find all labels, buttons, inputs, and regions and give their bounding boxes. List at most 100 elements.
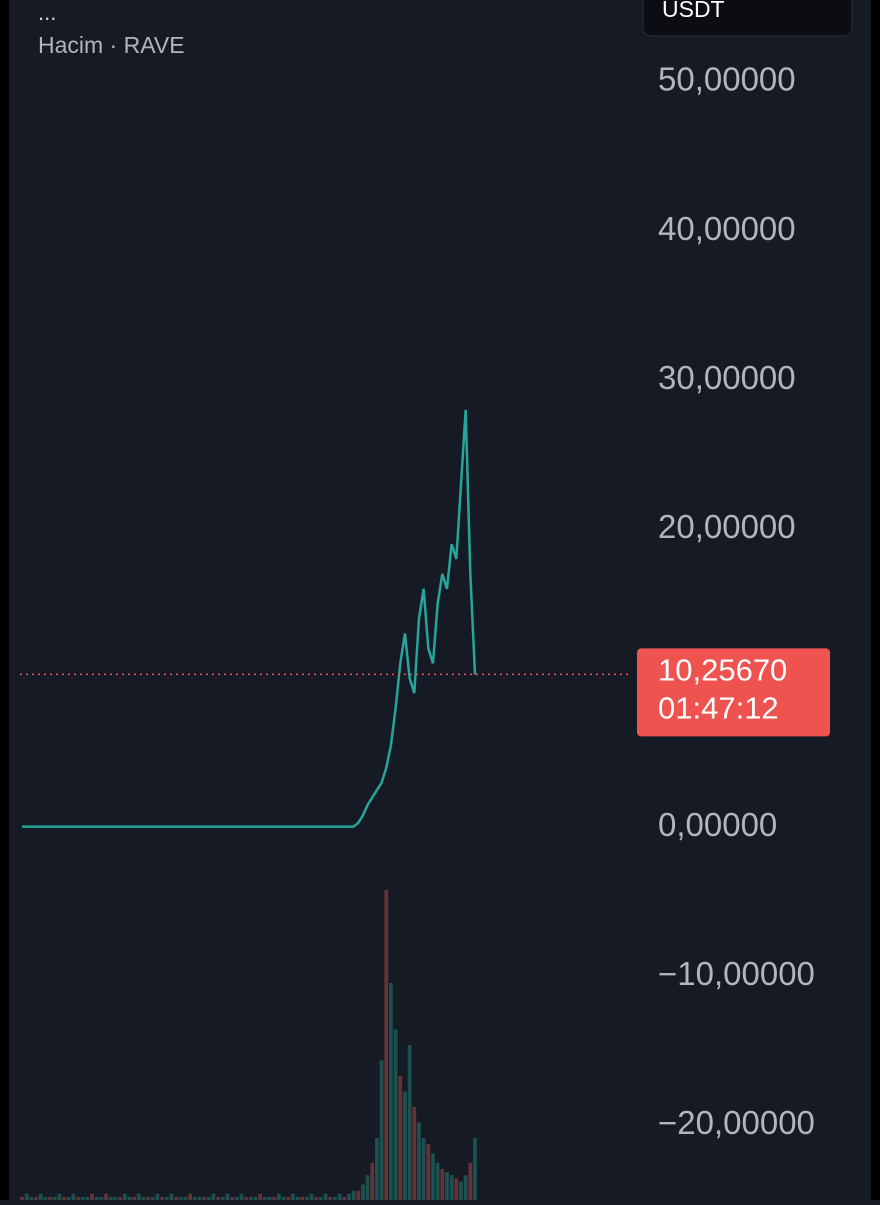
volume-bar <box>454 1178 459 1200</box>
volume-bar <box>141 1196 146 1200</box>
volume-bar <box>463 1175 468 1200</box>
volume-bar <box>160 1196 164 1200</box>
volume-bar <box>234 1196 239 1200</box>
volume-bar <box>80 1196 85 1200</box>
volume-bar <box>440 1169 445 1200</box>
volume-bar <box>34 1196 38 1200</box>
volume-bar <box>57 1193 62 1200</box>
volume-bar <box>351 1190 356 1200</box>
volume-bar <box>104 1193 108 1200</box>
volume-bar <box>216 1196 221 1200</box>
last-price-label: 10,25670 <box>658 653 787 688</box>
volume-bar <box>309 1193 314 1200</box>
volume-bar <box>127 1196 132 1200</box>
y-tick-label: 30,00000 <box>658 359 796 396</box>
volume-bar <box>20 1196 24 1200</box>
volume-bar <box>239 1193 244 1200</box>
volume-bar <box>188 1193 192 1200</box>
volume-bar <box>113 1196 118 1200</box>
volume-bar <box>267 1196 272 1200</box>
volume-bar <box>38 1193 43 1200</box>
volume-bar <box>375 1138 379 1200</box>
volume-bar <box>379 1060 384 1200</box>
volume-bar <box>435 1162 440 1200</box>
volume-bar <box>468 1162 473 1200</box>
menu-dots[interactable]: ... <box>38 0 56 25</box>
volume-bar <box>85 1196 90 1200</box>
volume-bar <box>365 1175 370 1200</box>
right-border <box>871 0 880 1200</box>
volume-bar <box>384 890 389 1200</box>
volume-bar <box>361 1184 365 1200</box>
volume-bar <box>323 1193 328 1200</box>
volume-bar <box>169 1193 174 1200</box>
volume-bar <box>183 1196 188 1200</box>
volume-bar <box>412 1107 417 1200</box>
volume-bar <box>319 1196 323 1200</box>
volume-bar <box>164 1196 169 1200</box>
volume-bar <box>206 1196 211 1200</box>
y-tick-label: −20,00000 <box>658 1104 815 1141</box>
volume-bar <box>342 1196 347 1200</box>
volume-bar <box>286 1196 291 1200</box>
y-tick-label: 0,00000 <box>658 806 777 843</box>
volume-bar <box>281 1196 286 1200</box>
volume-bar <box>328 1196 333 1200</box>
volume-bar <box>445 1172 449 1200</box>
volume-bar <box>295 1196 300 1200</box>
volume-bar <box>421 1138 426 1200</box>
currency-box[interactable] <box>642 0 853 37</box>
volume-bar <box>146 1196 150 1200</box>
y-tick-label: −10,00000 <box>658 955 815 992</box>
volume-bar <box>155 1193 160 1200</box>
volume-bar <box>76 1196 80 1200</box>
volume-bar <box>403 1091 407 1200</box>
volume-bar <box>426 1144 431 1200</box>
volume-bar <box>417 1122 421 1200</box>
volume-bar <box>52 1196 57 1200</box>
volume-bar <box>262 1196 267 1200</box>
volume-bar <box>337 1193 342 1200</box>
left-border <box>0 0 9 1200</box>
volume-bar <box>48 1196 52 1200</box>
price-line <box>22 409 477 828</box>
volume-bar <box>62 1196 66 1200</box>
y-tick-label: 20,00000 <box>658 508 796 545</box>
volume-bar <box>244 1196 249 1200</box>
volume-bar <box>192 1196 197 1200</box>
volume-bar <box>473 1138 477 1200</box>
volume-bar <box>122 1193 127 1200</box>
volume-bar <box>197 1196 202 1200</box>
volume-bar <box>211 1193 216 1200</box>
volume-bar <box>347 1193 351 1200</box>
volume-bar <box>108 1196 113 1200</box>
volume-bar <box>407 1045 412 1200</box>
volume-bar <box>174 1196 178 1200</box>
volume-bar <box>356 1190 361 1200</box>
volume-bar <box>248 1196 253 1200</box>
volume-bar <box>99 1196 104 1200</box>
volume-bar <box>71 1193 76 1200</box>
volume-bar <box>393 1029 398 1200</box>
volume-bar <box>272 1196 277 1200</box>
countdown: 01:47:12 <box>658 691 779 726</box>
volume-bar <box>132 1196 136 1200</box>
volume-bar <box>389 983 393 1200</box>
last-price-box <box>637 648 830 737</box>
volume-bar <box>398 1076 403 1200</box>
y-tick-label: 50,00000 <box>658 61 796 98</box>
volume-bar <box>90 1193 94 1200</box>
volume-bar <box>118 1196 122 1200</box>
currency: USDT <box>662 0 725 22</box>
y-tick-label: 40,00000 <box>658 210 796 247</box>
volume-bar <box>225 1193 230 1200</box>
volume-bar <box>253 1196 258 1200</box>
volume-bar <box>66 1196 71 1200</box>
volume-bar <box>431 1153 435 1200</box>
volume-bar <box>290 1193 295 1200</box>
volume-bar <box>449 1175 454 1200</box>
volume-bar <box>305 1196 309 1200</box>
volume-bar <box>24 1193 29 1200</box>
volume-bar <box>94 1196 99 1200</box>
volume-bar <box>150 1196 155 1200</box>
